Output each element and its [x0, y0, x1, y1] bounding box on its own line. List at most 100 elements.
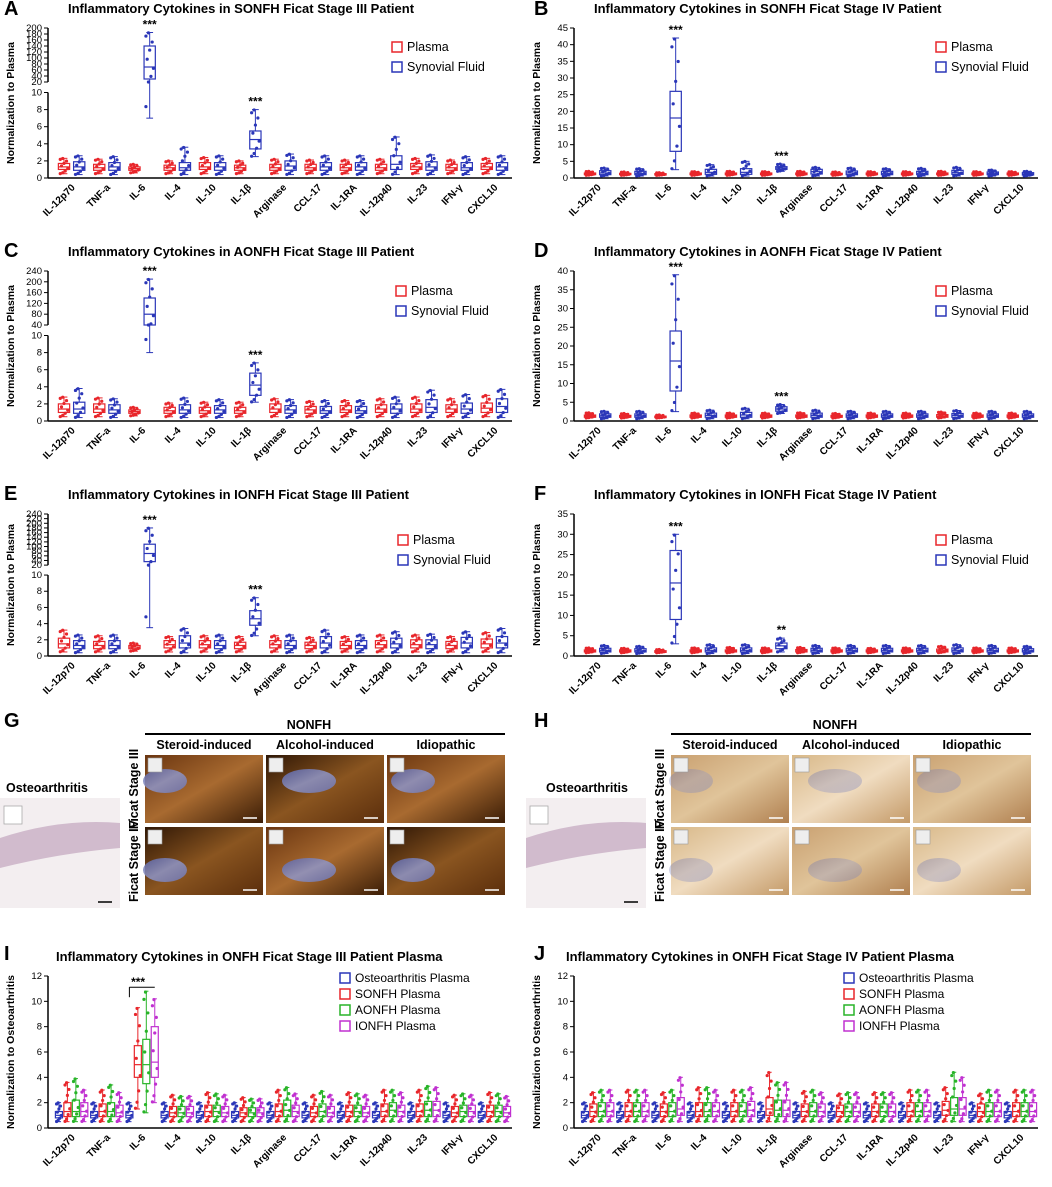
data-point	[951, 1116, 955, 1120]
x-tick-label: IL-12p70	[41, 425, 78, 462]
data-point	[1025, 169, 1029, 173]
data-point	[479, 1101, 483, 1105]
data-point	[828, 1110, 832, 1114]
data-point	[204, 647, 208, 651]
thumbnail-inset	[529, 805, 549, 825]
data-point	[939, 415, 943, 420]
box-osteoarthritis-plasma	[616, 1101, 625, 1124]
data-point	[151, 553, 156, 558]
data-point	[346, 1091, 351, 1095]
data-point	[833, 411, 837, 416]
panel-letter-a: A	[4, 0, 19, 20]
data-point	[238, 640, 242, 644]
data-point	[214, 155, 218, 159]
box-synovial-fluid	[669, 533, 682, 645]
data-point	[760, 416, 765, 420]
data-point	[126, 1110, 130, 1114]
data-point	[71, 1079, 76, 1084]
data-point	[1014, 649, 1019, 653]
data-point	[355, 400, 359, 404]
data-point	[163, 1107, 167, 1111]
data-point	[453, 167, 457, 171]
data-point	[777, 166, 781, 170]
data-point	[763, 646, 767, 650]
data-point	[767, 1116, 771, 1120]
data-point	[129, 163, 133, 167]
box-body	[143, 297, 156, 326]
data-point	[199, 415, 203, 419]
data-point	[711, 644, 716, 648]
chart-panel-j: Inflammatory Cytokines in ONFH Ficat Sta…	[531, 949, 1038, 1170]
data-point	[73, 1077, 77, 1081]
y-axis-label: Normalization to Plasma	[531, 524, 543, 646]
legend-swatch	[935, 285, 947, 297]
data-point	[144, 104, 148, 109]
box-sonfh-plasma	[941, 1086, 950, 1124]
data-point	[909, 649, 913, 653]
data-point	[285, 399, 289, 403]
box-synovial-fluid	[319, 628, 333, 655]
data-point	[884, 651, 888, 655]
data-point	[711, 410, 716, 414]
x-tick-label: IL-1β	[229, 660, 254, 685]
data-point	[584, 416, 588, 420]
box-ionfh-plasma	[432, 1086, 441, 1124]
data-point	[77, 396, 81, 400]
data-point	[744, 164, 748, 168]
data-point	[874, 414, 878, 418]
data-point	[866, 411, 870, 416]
data-point	[779, 405, 783, 410]
data-point	[497, 401, 502, 406]
data-point	[730, 650, 734, 654]
data-point	[584, 651, 588, 655]
data-point	[670, 45, 674, 49]
data-point	[200, 1113, 204, 1118]
box-aonfh-plasma	[1020, 1088, 1029, 1124]
data-point	[706, 647, 711, 651]
box-sonfh-plasma	[730, 1088, 739, 1124]
data-point	[366, 1111, 371, 1115]
box-synovial-fluid	[880, 409, 894, 421]
data-point	[231, 1110, 236, 1114]
data-point	[742, 1094, 746, 1098]
data-point	[327, 166, 332, 170]
column-label: Steroid-induced	[682, 738, 777, 752]
data-point	[590, 1105, 594, 1109]
data-point	[978, 647, 982, 651]
data-point	[837, 412, 841, 416]
data-point	[838, 649, 842, 653]
data-point	[242, 645, 246, 649]
y-tick-label: 6	[37, 1047, 42, 1058]
data-point	[355, 1092, 359, 1096]
data-point	[601, 413, 605, 417]
box-ionfh-plasma	[467, 1093, 476, 1124]
x-tick-label: TNF-a	[85, 660, 113, 688]
data-point	[179, 415, 183, 420]
data-point	[587, 646, 591, 650]
x-tick-label: IL-4	[689, 182, 710, 203]
box-plasma	[374, 157, 388, 176]
data-point	[272, 171, 276, 175]
box-plasma	[618, 170, 632, 177]
data-point	[443, 1110, 447, 1114]
data-point	[320, 172, 324, 177]
data-point	[452, 1118, 456, 1122]
data-point	[219, 412, 224, 416]
data-point	[655, 171, 659, 175]
data-point	[426, 633, 430, 637]
data-point	[622, 170, 626, 174]
data-point	[733, 649, 737, 653]
data-point	[1016, 1094, 1020, 1098]
data-point	[866, 646, 870, 651]
data-point	[587, 411, 591, 415]
data-point	[881, 644, 885, 648]
data-point	[488, 643, 493, 648]
data-point	[766, 1095, 770, 1099]
data-point	[296, 1110, 300, 1115]
data-point	[941, 649, 946, 654]
data-point	[137, 1024, 142, 1028]
box-plasma	[57, 628, 71, 654]
data-point	[418, 1098, 422, 1103]
data-point	[740, 407, 744, 411]
data-point	[846, 166, 850, 171]
